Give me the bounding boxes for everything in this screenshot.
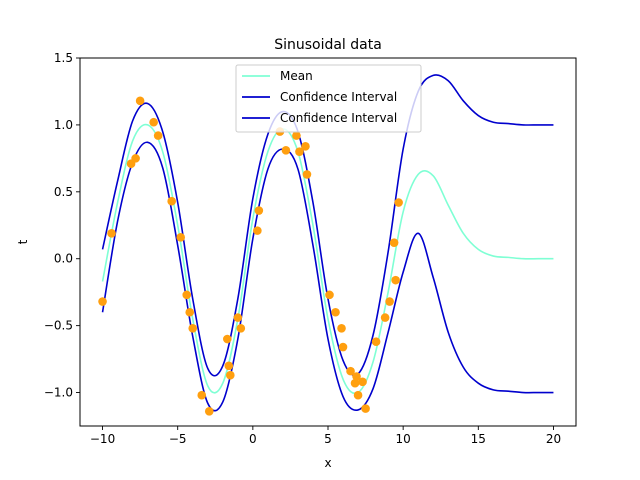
data-point <box>361 404 370 413</box>
data-point <box>135 96 145 106</box>
data-point <box>391 275 400 285</box>
data-point <box>182 290 192 300</box>
data-point <box>98 297 107 306</box>
data-point <box>226 370 235 380</box>
data-point <box>346 366 355 376</box>
data-point <box>236 324 246 333</box>
data-point <box>352 372 361 381</box>
legend: Mean Confidence Interval Confidence Inte… <box>235 64 422 133</box>
data-point <box>338 342 348 352</box>
data-point <box>380 313 390 322</box>
y-tick-label: −0.5 <box>44 319 73 333</box>
x-tick-label: 10 <box>396 432 411 446</box>
data-point <box>295 147 304 156</box>
data-point <box>149 117 158 127</box>
y-tick-label: 1.0 <box>54 118 73 132</box>
series-upper-bound-line <box>101 74 554 377</box>
series-mean-line <box>101 123 554 395</box>
x-tick-label: 0 <box>249 432 257 446</box>
data-point <box>337 324 346 333</box>
data-point <box>302 170 312 179</box>
data-point <box>281 146 291 155</box>
data-point <box>223 334 232 344</box>
data-point <box>253 226 262 235</box>
data-point <box>325 290 334 300</box>
y-tick-label: 1.5 <box>54 51 73 65</box>
data-point <box>301 142 310 151</box>
data-point <box>153 131 163 140</box>
data-point <box>358 377 367 387</box>
x-tick-label: −5 <box>169 432 187 446</box>
x-tick-label: −10 <box>90 432 115 446</box>
data-point <box>385 297 394 306</box>
data-point <box>350 378 360 388</box>
data-point <box>204 406 214 416</box>
data-point <box>389 238 399 247</box>
y-axis-label: t <box>16 239 30 244</box>
legend-label-mean: Mean <box>280 69 313 83</box>
x-tick-label: 20 <box>546 432 561 446</box>
legend-label-lower: Confidence Interval <box>280 111 397 125</box>
data-point <box>188 324 198 333</box>
y-tick-label: 0.5 <box>54 185 73 199</box>
data-point <box>224 361 234 371</box>
data-point <box>292 131 301 140</box>
data-point <box>254 206 264 215</box>
plot-layer <box>98 74 554 416</box>
data-point <box>185 307 195 317</box>
data-point <box>353 390 363 400</box>
data-point <box>107 229 116 238</box>
data-point <box>233 313 243 322</box>
x-axis-label: x <box>324 456 331 470</box>
data-point <box>371 337 381 346</box>
x-tick-label: 5 <box>324 432 332 446</box>
data-point <box>197 390 207 400</box>
y-tick-label: 0.0 <box>54 252 73 266</box>
data-point <box>167 196 176 206</box>
ticks-layer: −10 −5 0 5 10 15 20 −1.0 −0.5 0.0 0.5 1.0 1.5 <box>44 51 561 446</box>
data-point <box>131 154 140 163</box>
data-point <box>331 307 340 317</box>
legend-label-upper: Confidence Interval <box>280 90 397 104</box>
data-point <box>394 198 403 207</box>
y-tick-label: −1.0 <box>44 386 73 400</box>
x-tick-label: 15 <box>471 432 486 446</box>
legend-box <box>235 64 422 133</box>
series-lower-bound-line <box>101 141 554 412</box>
chart-title: Sinusoidal data <box>274 37 382 53</box>
data-point <box>176 233 185 242</box>
